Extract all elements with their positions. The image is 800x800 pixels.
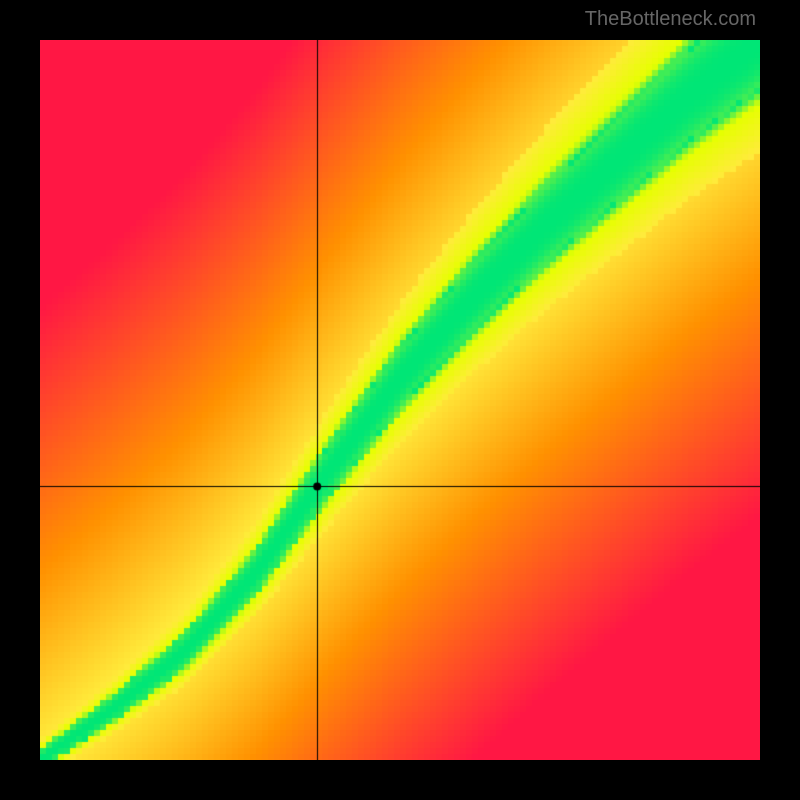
chart-container: TheBottleneck.com xyxy=(0,0,800,800)
watermark-text: TheBottleneck.com xyxy=(585,8,756,31)
plot-area xyxy=(40,40,760,760)
heatmap-canvas xyxy=(40,40,760,760)
